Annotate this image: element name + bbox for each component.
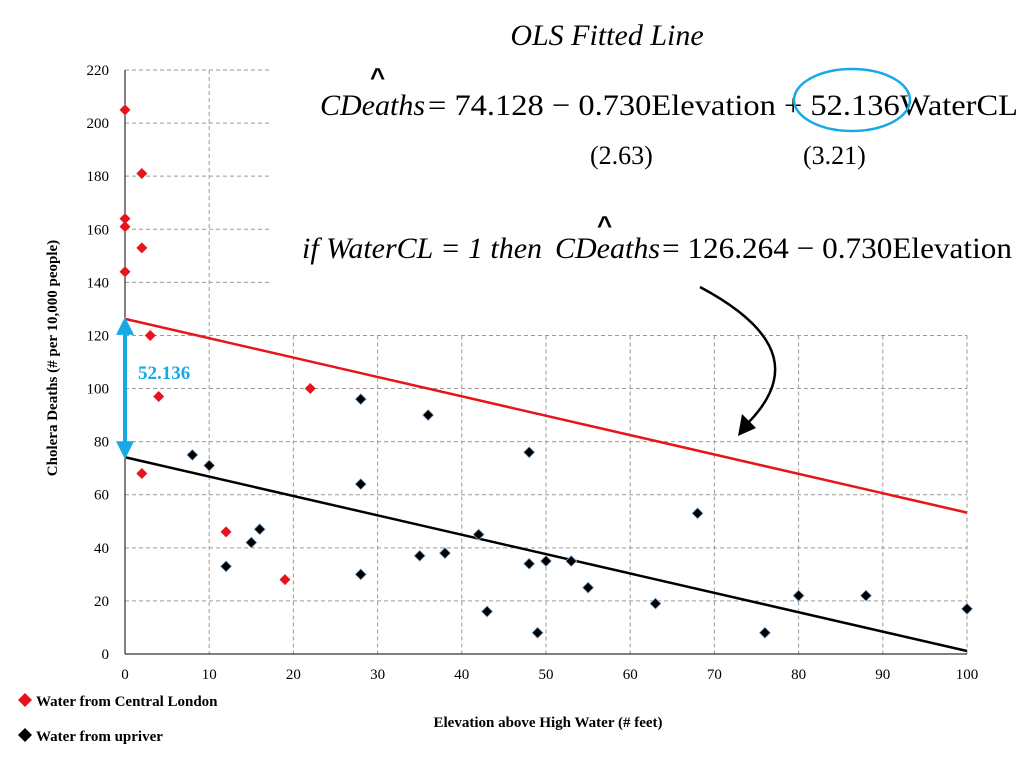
x-tick-label: 90	[875, 667, 890, 683]
pointer-arrow	[699, 285, 777, 424]
point-upriver	[523, 557, 536, 570]
y-tick-label: 140	[87, 275, 110, 291]
data-points	[119, 104, 974, 639]
y-tick-label: 20	[94, 594, 109, 610]
y-tick-label: 0	[102, 647, 110, 663]
point-upriver	[186, 448, 199, 461]
x-tick-label: 50	[539, 667, 554, 683]
difference-arrow-head-up	[116, 316, 134, 335]
point-upriver	[354, 393, 367, 406]
point-central-london	[136, 242, 148, 254]
point-upriver	[472, 528, 485, 541]
y-tick-label: 220	[87, 63, 110, 79]
x-tick-label: 60	[623, 667, 638, 683]
equation-1-rhs: = 74.128 − 0.730Elevation + 52.136WaterC…	[428, 89, 1018, 122]
std-error-watercl: (3.21)	[803, 141, 866, 170]
fitted-lines	[124, 317, 968, 653]
y-tick-label: 160	[87, 222, 110, 238]
x-axis-title: Elevation above High Water (# feet)	[434, 715, 663, 731]
x-tick-label: 80	[791, 667, 806, 683]
point-central-london	[136, 168, 148, 180]
point-upriver	[649, 597, 662, 610]
x-tick-label: 10	[202, 667, 217, 683]
point-upriver	[531, 626, 544, 639]
point-central-london	[144, 329, 156, 341]
hat-symbol-1: ^	[370, 62, 385, 92]
point-central-london	[136, 467, 148, 479]
point-upriver	[758, 626, 771, 639]
legend-label-central-london: Water from Central London	[36, 694, 218, 710]
point-upriver	[480, 605, 494, 618]
x-tick-label: 0	[121, 667, 129, 683]
point-upriver	[859, 589, 873, 602]
point-central-london	[119, 104, 131, 116]
point-upriver	[354, 568, 367, 581]
equation-1-lhs: CDeaths	[320, 89, 425, 122]
x-tick-labels: 0 10 20 30 40 50 60 70 80 90 100	[121, 667, 978, 683]
y-axis-title: Cholera Deaths (# per 10,000 people)	[45, 240, 61, 476]
y-tick-label: 200	[87, 116, 110, 132]
x-tick-label: 40	[454, 667, 469, 683]
legend-label-upriver: Water from upriver	[36, 729, 163, 745]
y-tick-label: 180	[87, 169, 110, 185]
x-tick-label: 100	[956, 667, 979, 683]
coefficient-circle	[792, 67, 912, 133]
point-upriver	[413, 549, 426, 562]
y-tick-label: 120	[87, 328, 110, 344]
point-upriver	[203, 459, 216, 472]
equation-2-prefix: if WaterCL = 1 then	[302, 232, 542, 265]
std-error-elevation: (2.63)	[590, 141, 653, 170]
x-tick-label: 30	[370, 667, 385, 683]
point-upriver	[253, 523, 266, 536]
difference-label: 52.136	[138, 363, 190, 384]
point-upriver	[354, 478, 367, 491]
equation-2-lhs: CDeaths	[555, 232, 660, 265]
point-upriver	[438, 547, 452, 560]
point-central-london	[119, 266, 131, 278]
point-central-london	[304, 383, 316, 395]
point-upriver	[245, 536, 258, 549]
point-upriver	[691, 507, 704, 520]
grid	[125, 69, 968, 654]
fitted-line	[124, 317, 968, 514]
point-central-london	[119, 213, 131, 225]
legend-marker-central-london	[18, 693, 32, 707]
difference-arrow-head-down	[116, 441, 134, 460]
pointer-arrow-head	[738, 414, 756, 436]
point-upriver	[582, 581, 595, 594]
point-central-london	[279, 574, 291, 586]
point-upriver	[539, 555, 553, 568]
point-upriver	[219, 560, 233, 573]
point-upriver	[422, 409, 435, 422]
difference-arrow	[116, 316, 134, 460]
y-tick-labels: 0 20 40 60 80 100 120 140 160 180 200 220	[87, 63, 110, 663]
point-central-london	[119, 221, 131, 233]
point-central-london	[153, 391, 165, 403]
x-tick-label: 70	[707, 667, 722, 683]
point-central-london	[220, 526, 232, 538]
point-upriver	[565, 555, 578, 568]
legend: Water from Central London Water from upr…	[18, 693, 218, 745]
y-tick-label: 40	[94, 541, 109, 557]
point-upriver	[960, 602, 974, 615]
hat-symbol-2: ^	[597, 210, 612, 240]
point-upriver	[792, 589, 805, 602]
chart-title: OLS Fitted Line	[510, 19, 703, 52]
x-tick-label: 20	[286, 667, 301, 683]
equation-2-rhs: = 126.264 − 0.730Elevation	[662, 232, 1012, 265]
y-tick-label: 60	[94, 488, 109, 504]
y-tick-label: 80	[94, 435, 109, 451]
fitted-line	[124, 456, 968, 653]
point-upriver	[523, 446, 536, 459]
y-tick-label: 100	[87, 382, 110, 398]
legend-marker-upriver	[18, 728, 32, 742]
